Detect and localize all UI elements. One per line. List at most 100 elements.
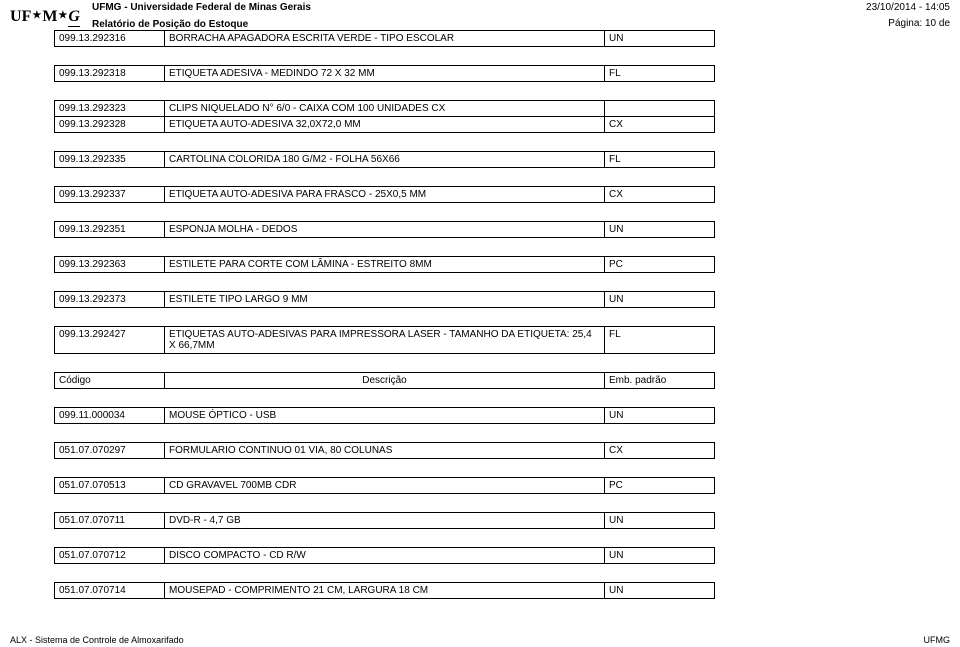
cell-code: 051.07.070711 (55, 513, 165, 529)
cell-unit: UN (605, 292, 715, 308)
table-block: 051.07.070714MOUSEPAD - COMPRIMENTO 21 C… (54, 582, 715, 599)
table-block: 099.13.292351ESPONJA MOLHA - DEDOSUN (54, 221, 715, 238)
table-row: 099.11.000034MOUSE ÓPTICO - USBUN (55, 408, 715, 424)
table-block: 099.13.292427ETIQUETAS AUTO-ADESIVAS PAR… (54, 326, 715, 354)
cell-unit: FL (605, 66, 715, 82)
logo-star-icon: ★ (58, 10, 67, 21)
cell-description: MOUSE ÓPTICO - USB (165, 408, 605, 424)
cell-code: 099.13.292316 (55, 31, 165, 47)
cell-code: 099.13.292328 (55, 117, 165, 133)
table-row: 051.07.070297FORMULARIO CONTINUO 01 VIA,… (55, 443, 715, 459)
content-area: 099.13.292316BORRACHA APAGADORA ESCRITA … (0, 30, 960, 599)
table-block: 099.13.292373ESTILETE TIPO LARGO 9 MMUN (54, 291, 715, 308)
header-unit: Emb. padrão (605, 373, 715, 389)
cell-code: 051.07.070297 (55, 443, 165, 459)
logo-letter-g: G (68, 8, 80, 27)
cell-unit: UN (605, 548, 715, 564)
cell-description: CLIPS NIQUELADO N° 6/0 - CAIXA COM 100 U… (165, 101, 605, 117)
cell-unit: CX (605, 117, 715, 133)
table-block: 051.07.070711DVD-R - 4,7 GBUN (54, 512, 715, 529)
table-row: 099.13.292323CLIPS NIQUELADO N° 6/0 - CA… (55, 101, 715, 117)
footer-org: UFMG (924, 635, 951, 645)
ufmg-logo: U F ★ M ★ G (10, 2, 90, 32)
logo-letter-f: F (22, 8, 32, 26)
table-block: 051.07.070297FORMULARIO CONTINUO 01 VIA,… (54, 442, 715, 459)
table-row: 099.13.292427ETIQUETAS AUTO-ADESIVAS PAR… (55, 327, 715, 354)
cell-description: ETIQUETA ADESIVA - MEDINDO 72 X 32 MM (165, 66, 605, 82)
logo-letter-u: U (10, 8, 22, 26)
table-block: 099.13.292337ETIQUETA AUTO-ADESIVA PARA … (54, 186, 715, 203)
table-row: 051.07.070711DVD-R - 4,7 GBUN (55, 513, 715, 529)
table-row: 099.13.292363ESTILETE PARA CORTE COM LÂM… (55, 257, 715, 273)
table-block: 099.13.292316BORRACHA APAGADORA ESCRITA … (54, 30, 715, 47)
table-block: 051.07.070712DISCO COMPACTO - CD R/WUN (54, 547, 715, 564)
table-block: 051.07.070513CD GRAVAVEL 700MB CDRPC (54, 477, 715, 494)
report-title: Relatório de Posição do Estoque (92, 19, 950, 30)
cell-description: ETIQUETA AUTO-ADESIVA PARA FRASCO - 25X0… (165, 187, 605, 203)
cell-unit: UN (605, 583, 715, 599)
footer-system: ALX - Sistema de Controle de Almoxarifad… (10, 635, 184, 645)
cell-code: 099.13.292323 (55, 101, 165, 117)
header-description: Descrição (165, 373, 605, 389)
cell-unit: UN (605, 222, 715, 238)
cell-unit: CX (605, 187, 715, 203)
cell-description: ESPONJA MOLHA - DEDOS (165, 222, 605, 238)
cell-code: 099.13.292351 (55, 222, 165, 238)
cell-description: ETIQUETA AUTO-ADESIVA 32,0X72,0 MM (165, 117, 605, 133)
logo-letter-m: M (42, 8, 57, 26)
table-row: 099.13.292373ESTILETE TIPO LARGO 9 MMUN (55, 292, 715, 308)
cell-unit: PC (605, 478, 715, 494)
cell-description: BORRACHA APAGADORA ESCRITA VERDE - TIPO … (165, 31, 605, 47)
table-block: 099.13.292318ETIQUETA ADESIVA - MEDINDO … (54, 65, 715, 82)
cell-code: 099.13.292337 (55, 187, 165, 203)
page-header: U F ★ M ★ G UFMG - Universidade Federal … (0, 0, 960, 30)
table-row: 099.13.292335CARTOLINA COLORIDA 180 G/M2… (55, 152, 715, 168)
logo-star-icon: ★ (32, 10, 41, 21)
cell-code: 099.13.292318 (55, 66, 165, 82)
cell-unit: UN (605, 408, 715, 424)
table-block: 099.11.000034MOUSE ÓPTICO - USBUN (54, 407, 715, 424)
cell-description: ETIQUETAS AUTO-ADESIVAS PARA IMPRESSORA … (165, 327, 605, 354)
table-row: 099.13.292318ETIQUETA ADESIVA - MEDINDO … (55, 66, 715, 82)
cell-description: DISCO COMPACTO - CD R/W (165, 548, 605, 564)
cell-unit: UN (605, 31, 715, 47)
cell-unit: CX (605, 443, 715, 459)
cell-unit: FL (605, 152, 715, 168)
cell-code: 099.13.292335 (55, 152, 165, 168)
items-table-1: 099.13.292316BORRACHA APAGADORA ESCRITA … (54, 30, 950, 354)
table-row: 099.13.292337ETIQUETA AUTO-ADESIVA PARA … (55, 187, 715, 203)
table-row: 051.07.070513CD GRAVAVEL 700MB CDRPC (55, 478, 715, 494)
cell-code: 099.11.000034 (55, 408, 165, 424)
cell-description: FORMULARIO CONTINUO 01 VIA, 80 COLUNAS (165, 443, 605, 459)
cell-description: ESTILETE PARA CORTE COM LÂMINA - ESTREIT… (165, 257, 605, 273)
cell-description: CARTOLINA COLORIDA 180 G/M2 - FOLHA 56X6… (165, 152, 605, 168)
cell-description: MOUSEPAD - COMPRIMENTO 21 CM, LARGURA 18… (165, 583, 605, 599)
items-table-2: CódigoDescriçãoEmb. padrão099.11.000034M… (54, 372, 950, 599)
cell-code: 051.07.070513 (55, 478, 165, 494)
cell-code: 051.07.070714 (55, 583, 165, 599)
cell-unit (605, 101, 715, 117)
cell-code: 099.13.292373 (55, 292, 165, 308)
table-block: 099.13.292363ESTILETE PARA CORTE COM LÂM… (54, 256, 715, 273)
table-block: 099.13.292323CLIPS NIQUELADO N° 6/0 - CA… (54, 100, 715, 133)
table-block: 099.13.292335CARTOLINA COLORIDA 180 G/M2… (54, 151, 715, 168)
cell-unit: PC (605, 257, 715, 273)
cell-code: 051.07.070712 (55, 548, 165, 564)
report-datetime: 23/10/2014 - 14:05 (866, 2, 950, 13)
table-header-block: CódigoDescriçãoEmb. padrão (54, 372, 715, 389)
table-row: 051.07.070712DISCO COMPACTO - CD R/WUN (55, 548, 715, 564)
page-number: Página: 10 de (888, 18, 950, 29)
org-name: UFMG - Universidade Federal de Minas Ger… (92, 2, 950, 13)
header-code: Código (55, 373, 165, 389)
cell-unit: FL (605, 327, 715, 354)
table-row: 099.13.292351ESPONJA MOLHA - DEDOSUN (55, 222, 715, 238)
cell-description: CD GRAVAVEL 700MB CDR (165, 478, 605, 494)
table-row: 099.13.292328ETIQUETA AUTO-ADESIVA 32,0X… (55, 117, 715, 133)
cell-code: 099.13.292363 (55, 257, 165, 273)
page-footer: ALX - Sistema de Controle de Almoxarifad… (0, 635, 960, 645)
table-row: 051.07.070714MOUSEPAD - COMPRIMENTO 21 C… (55, 583, 715, 599)
table-row: 099.13.292316BORRACHA APAGADORA ESCRITA … (55, 31, 715, 47)
cell-description: DVD-R - 4,7 GB (165, 513, 605, 529)
table-header-row: CódigoDescriçãoEmb. padrão (55, 373, 715, 389)
cell-unit: UN (605, 513, 715, 529)
